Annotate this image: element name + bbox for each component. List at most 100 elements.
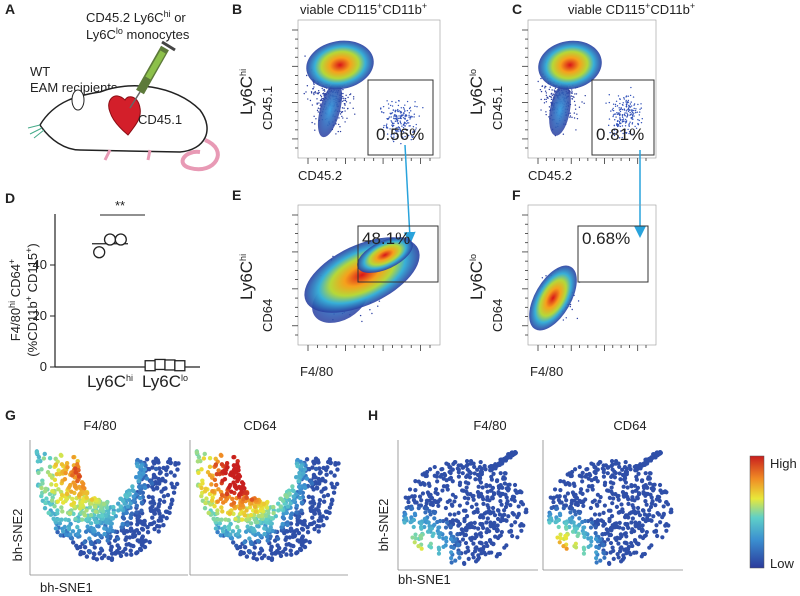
cell-dot bbox=[600, 532, 604, 536]
cell-dot bbox=[513, 520, 517, 524]
event-dot bbox=[563, 134, 564, 135]
cell-dot bbox=[155, 524, 159, 528]
y-tick-label: 0 bbox=[40, 359, 47, 374]
cell-dot bbox=[568, 483, 572, 487]
cell-dot bbox=[574, 545, 578, 549]
cell-dot bbox=[450, 560, 454, 564]
event-dot bbox=[404, 115, 405, 116]
cell-dot bbox=[453, 559, 457, 563]
cell-dot bbox=[318, 498, 322, 502]
panel-title: viable CD115+CD11b+ bbox=[300, 1, 427, 17]
cell-dot bbox=[294, 510, 298, 514]
cell-dot bbox=[317, 502, 321, 506]
cell-dot bbox=[300, 500, 304, 504]
cell-dot bbox=[638, 524, 642, 528]
event-dot bbox=[619, 103, 620, 104]
x-label: bh-SNE1 bbox=[398, 572, 451, 587]
cell-dot bbox=[634, 523, 638, 527]
event-dot bbox=[404, 111, 405, 112]
event-dot bbox=[619, 115, 620, 116]
cell-dot bbox=[490, 477, 494, 481]
event-dot bbox=[612, 108, 613, 109]
cell-dot bbox=[278, 504, 282, 508]
event-dot bbox=[537, 81, 538, 82]
panel-title: viable CD115+CD11b+ bbox=[568, 1, 695, 17]
cell-dot bbox=[404, 516, 408, 520]
cell-dot bbox=[477, 493, 481, 497]
event-dot bbox=[619, 117, 620, 118]
cell-dot bbox=[437, 535, 441, 539]
event-dot bbox=[393, 109, 394, 110]
cell-dot bbox=[478, 515, 482, 519]
cell-dot bbox=[503, 471, 507, 475]
event-dot bbox=[398, 100, 399, 101]
event-dot bbox=[619, 114, 620, 115]
event-dot bbox=[572, 96, 573, 97]
cell-dot bbox=[304, 538, 308, 542]
y-label-top: Ly6Chi bbox=[237, 69, 256, 115]
event-dot bbox=[410, 107, 411, 108]
cell-dot bbox=[617, 498, 621, 502]
cell-dot bbox=[590, 478, 594, 482]
event-dot bbox=[416, 106, 417, 107]
event-dot bbox=[410, 110, 411, 111]
cell-dot bbox=[449, 537, 453, 541]
cell-dot bbox=[289, 527, 293, 531]
cell-dot bbox=[141, 471, 145, 475]
event-dot bbox=[628, 105, 629, 106]
cell-dot bbox=[279, 497, 283, 501]
cell-dot bbox=[204, 496, 208, 500]
event-dot bbox=[392, 105, 393, 106]
cell-dot bbox=[606, 471, 610, 475]
cell-dot bbox=[447, 470, 451, 474]
cell-dot bbox=[621, 553, 625, 557]
plot-title: CD64 bbox=[243, 418, 276, 433]
cell-dot bbox=[158, 470, 162, 474]
cell-dot bbox=[93, 505, 97, 509]
cell-dot bbox=[456, 543, 460, 547]
cell-dot bbox=[458, 522, 462, 526]
cell-dot bbox=[310, 481, 314, 485]
cell-dot bbox=[648, 471, 652, 475]
cell-dot bbox=[132, 494, 136, 498]
cell-dot bbox=[465, 485, 469, 489]
cell-dot bbox=[214, 483, 218, 487]
cell-dot bbox=[630, 503, 634, 507]
cell-dot bbox=[503, 493, 507, 497]
injection-label: Ly6Clo monocytes bbox=[86, 26, 190, 42]
event-dot bbox=[313, 116, 314, 117]
event-dot bbox=[322, 88, 323, 89]
cell-dot bbox=[106, 556, 110, 560]
cell-dot bbox=[102, 502, 106, 506]
cell-dot bbox=[425, 501, 429, 505]
cell-dot bbox=[464, 526, 468, 530]
x-label: CD45.2 bbox=[298, 168, 342, 183]
event-dot bbox=[624, 115, 625, 116]
cell-dot bbox=[420, 547, 424, 551]
cell-dot bbox=[456, 511, 460, 515]
cell-dot bbox=[43, 501, 47, 505]
cell-dot bbox=[74, 470, 78, 474]
cell-dot bbox=[124, 535, 128, 539]
event-dot bbox=[395, 115, 396, 116]
event-dot bbox=[628, 108, 629, 109]
cell-dot bbox=[296, 479, 300, 483]
cell-dot bbox=[161, 523, 165, 527]
y-label: CD45.1 bbox=[260, 86, 275, 130]
gate-percent: 0.56% bbox=[376, 125, 424, 144]
gate-percent: 0.81% bbox=[596, 125, 644, 144]
cell-dot bbox=[433, 490, 437, 494]
arrow bbox=[405, 145, 410, 238]
cell-dot bbox=[564, 536, 568, 540]
cell-dot bbox=[457, 475, 461, 479]
cell-dot bbox=[495, 554, 499, 558]
event-dot bbox=[540, 99, 541, 100]
cell-dot bbox=[316, 529, 320, 533]
event-dot bbox=[369, 309, 370, 310]
cell-dot bbox=[496, 508, 500, 512]
cell-dot bbox=[609, 475, 613, 479]
cell-dot bbox=[245, 524, 249, 528]
cell-dot bbox=[81, 484, 85, 488]
cell-dot bbox=[456, 466, 460, 470]
